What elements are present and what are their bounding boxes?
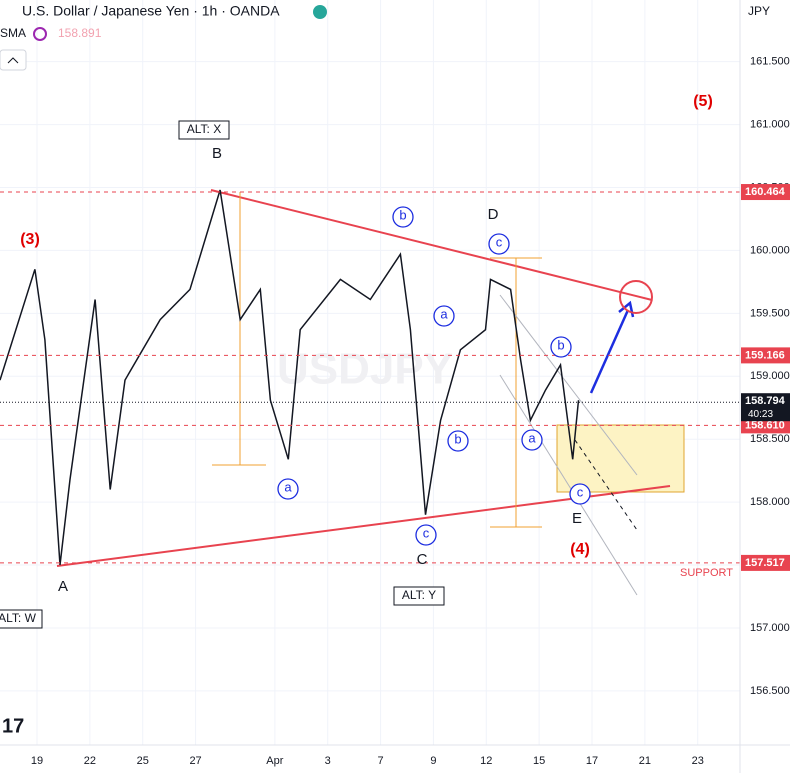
wave-label: A <box>58 578 68 595</box>
x-tick-label: 7 <box>378 755 384 767</box>
x-tick-label: 15 <box>533 755 545 767</box>
collapse-icon <box>7 57 19 64</box>
wave-label: a <box>440 306 448 321</box>
wave-circle <box>447 430 469 452</box>
price-level-label: 157.517 <box>745 557 785 569</box>
logo: 17 <box>2 715 24 737</box>
y-tick-label: 158.500 <box>750 433 790 445</box>
wave-label: C <box>417 551 428 568</box>
wave-label: b <box>399 207 406 222</box>
y-tick-label: 159.500 <box>750 307 790 319</box>
x-tick-label: 3 <box>325 755 331 767</box>
x-tick-label: 12 <box>480 755 492 767</box>
wave-label: c <box>423 525 430 540</box>
indicator-name: SMA <box>0 26 26 40</box>
x-tick-label: 17 <box>586 755 598 767</box>
indicator-icon[interactable] <box>33 27 47 41</box>
wave-label: b <box>454 431 461 446</box>
wave-circle <box>433 305 455 327</box>
alt-label: ALT: X <box>187 122 221 136</box>
channel-line <box>499 294 638 476</box>
price-level-tag <box>741 184 790 201</box>
plot <box>0 189 740 566</box>
axes: 156.500157.000157.500158.000158.500159.0… <box>31 56 790 767</box>
y-tick-label: 156.500 <box>750 685 790 697</box>
indicator-value: 158.891 <box>58 26 102 40</box>
price-level-label: 159.166 <box>745 349 785 361</box>
price-level-tag <box>741 554 790 571</box>
current-price-label: 158.794 <box>745 395 786 407</box>
wave-label: a <box>528 430 536 445</box>
price-level-label: 158.610 <box>745 419 785 431</box>
current-price-tag <box>741 393 790 422</box>
wave-circle <box>392 206 414 228</box>
collapse-button[interactable] <box>0 49 27 71</box>
alt-box <box>393 586 445 606</box>
wave-label: (3) <box>20 231 40 248</box>
watermark: USDJPY <box>277 345 453 394</box>
y-tick-label: 161.500 <box>750 56 790 68</box>
grid <box>0 0 740 745</box>
x-tick-label: Apr <box>266 755 283 767</box>
y-tick-label: 158.000 <box>750 496 790 508</box>
x-tick-label: 27 <box>189 755 201 767</box>
support-label: SUPPORT <box>680 567 733 579</box>
x-tick-label: 9 <box>430 755 436 767</box>
alt-label: ALT: Y <box>402 588 436 602</box>
x-tick-label: 21 <box>639 755 651 767</box>
wave-label: E <box>572 510 582 527</box>
wave-circle <box>488 233 510 255</box>
trendline-bottom <box>56 485 671 567</box>
x-tick-label: 25 <box>137 755 149 767</box>
y-tick-label: 161.000 <box>750 118 790 130</box>
countdown: 40:23 <box>748 409 773 420</box>
alt-label: ALT: W <box>0 611 37 625</box>
target-circle <box>619 280 653 314</box>
wave-label: b <box>557 337 564 352</box>
price-level-label: 160.464 <box>745 186 786 198</box>
price-level-tag <box>741 417 790 434</box>
y-tick-label: 157.000 <box>750 622 790 634</box>
channel-line <box>574 439 638 531</box>
wave-circle <box>569 483 591 505</box>
wave-label: (5) <box>693 93 713 110</box>
x-tick-label: 23 <box>692 755 704 767</box>
price-line <box>0 189 580 566</box>
target-box <box>556 424 685 493</box>
price-level-tag <box>741 347 790 364</box>
wave-label: D <box>488 206 499 223</box>
wave-label: (4) <box>570 541 590 558</box>
y-tick-label: 159.000 <box>750 370 790 382</box>
wave-circle <box>521 429 543 451</box>
wave-circle <box>550 336 572 358</box>
wave-circle <box>415 524 437 546</box>
wave-label: c <box>577 484 584 499</box>
wave-label: a <box>284 479 292 494</box>
alt-box <box>178 120 230 140</box>
chart-title: U.S. Dollar / Japanese Yen · 1h · OANDA <box>22 3 280 19</box>
wave-circle <box>277 478 299 500</box>
projection-arrow <box>589 309 630 394</box>
trendline-top <box>210 189 653 301</box>
wave-label: c <box>496 234 503 249</box>
y-tick-label: 160.000 <box>750 244 790 256</box>
x-tick-label: 22 <box>84 755 96 767</box>
alt-box <box>0 609 43 629</box>
currency: JPY <box>748 4 770 18</box>
status-dot <box>313 5 327 19</box>
x-tick-label: 19 <box>31 755 43 767</box>
channel-line <box>499 374 638 596</box>
wave-label: B <box>212 145 222 162</box>
